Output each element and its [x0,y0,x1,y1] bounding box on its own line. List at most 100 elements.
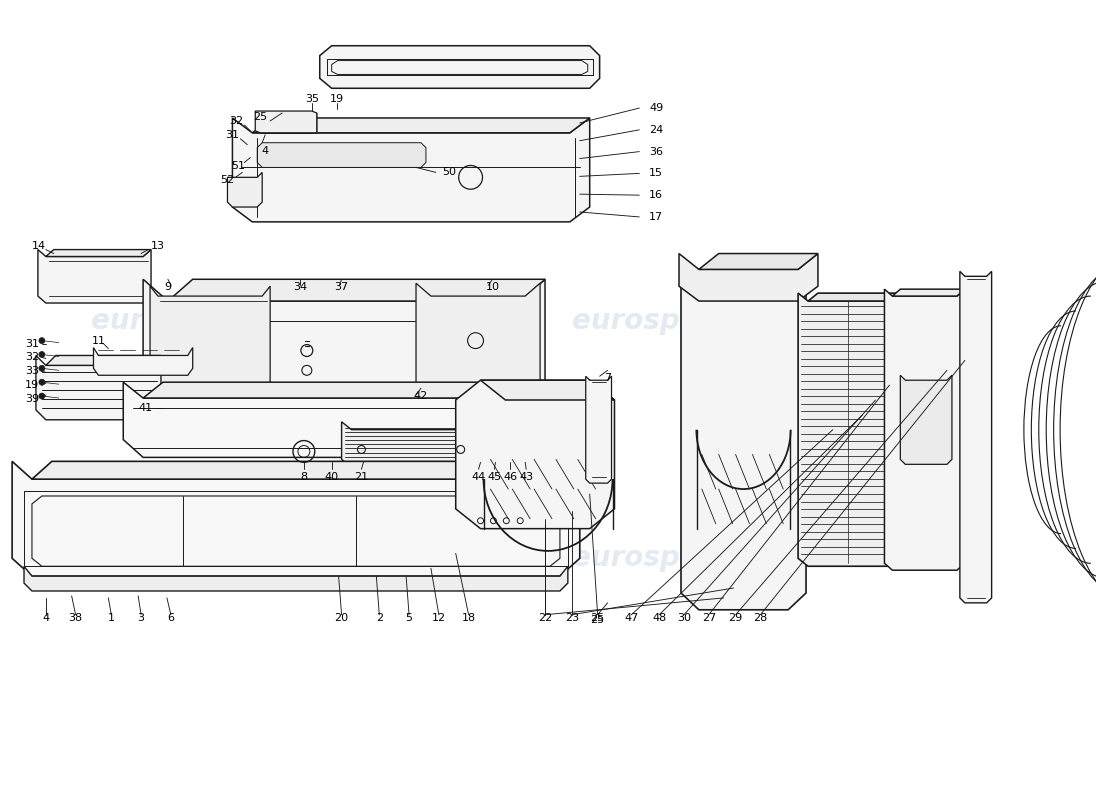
Text: 25: 25 [591,613,605,622]
Polygon shape [228,172,262,207]
Polygon shape [261,113,317,133]
Polygon shape [257,142,426,167]
Text: 7: 7 [604,374,612,383]
Polygon shape [46,355,161,366]
Text: 47: 47 [625,613,638,622]
Text: 52: 52 [220,175,234,186]
Text: 19: 19 [25,380,39,390]
Text: 15: 15 [649,168,663,178]
Text: 2: 2 [376,613,383,622]
Text: 39: 39 [25,394,39,404]
Text: 25: 25 [253,112,267,122]
Polygon shape [481,380,615,400]
Text: 29: 29 [728,613,743,622]
Circle shape [39,379,45,385]
Polygon shape [36,355,161,420]
Polygon shape [32,462,580,479]
Polygon shape [960,271,991,603]
Text: 12: 12 [432,613,446,622]
Polygon shape [123,382,560,458]
Text: 17: 17 [649,212,663,222]
Polygon shape [900,375,952,464]
Circle shape [39,338,45,343]
Polygon shape [12,462,580,576]
Text: 46: 46 [503,472,517,482]
Polygon shape [150,286,271,398]
Polygon shape [24,566,568,591]
Text: 36: 36 [649,146,663,157]
Polygon shape [168,279,544,301]
Text: eurospares: eurospares [572,544,747,572]
Polygon shape [698,270,806,282]
Text: 13: 13 [151,241,165,250]
Polygon shape [94,347,192,375]
Text: 1: 1 [108,613,114,622]
Text: 37: 37 [334,282,349,292]
Text: 44: 44 [472,472,486,482]
Text: 18: 18 [462,613,475,622]
Text: 45: 45 [487,472,502,482]
Polygon shape [884,289,965,570]
Polygon shape [46,250,151,257]
Polygon shape [698,254,818,270]
Text: 4: 4 [42,613,50,622]
Text: 43: 43 [519,472,534,482]
Text: 32: 32 [25,353,39,362]
Polygon shape [143,382,560,398]
Polygon shape [143,279,544,402]
Text: eurospares: eurospares [572,307,747,335]
Text: 30: 30 [676,613,691,622]
Polygon shape [416,283,540,395]
Circle shape [39,393,45,399]
Polygon shape [255,111,317,133]
Text: 48: 48 [652,613,667,622]
Circle shape [39,351,45,358]
Text: 23: 23 [564,613,579,622]
Text: 27: 27 [702,613,716,622]
Text: 28: 28 [754,613,768,622]
Text: eurospares: eurospares [91,544,267,572]
Polygon shape [37,250,151,303]
Text: 38: 38 [68,613,82,622]
Text: 51: 51 [231,162,245,171]
Text: 31: 31 [25,338,39,349]
Text: 5: 5 [406,613,412,622]
Text: 31: 31 [226,130,240,140]
Text: 25: 25 [591,614,605,625]
Text: 32: 32 [229,116,243,126]
Polygon shape [342,422,481,467]
Text: 22: 22 [538,613,552,622]
Polygon shape [808,293,898,301]
Polygon shape [681,270,806,610]
Text: 34: 34 [293,282,307,292]
Text: 40: 40 [324,472,339,482]
Polygon shape [232,118,590,222]
Polygon shape [679,254,818,301]
Text: 49: 49 [649,103,663,113]
Polygon shape [585,376,612,483]
Text: 42: 42 [414,391,428,401]
Text: 33: 33 [25,366,39,376]
Text: 8: 8 [300,472,307,482]
Text: 6: 6 [167,613,175,622]
Polygon shape [252,118,590,133]
Text: 19: 19 [330,94,343,104]
Text: 24: 24 [649,125,663,135]
Text: 16: 16 [649,190,663,200]
Text: eurospares: eurospares [91,307,267,335]
Circle shape [39,366,45,371]
Text: 21: 21 [354,472,368,482]
Text: 11: 11 [91,336,106,346]
Text: 3: 3 [138,613,144,622]
Text: 4: 4 [262,146,268,156]
Polygon shape [892,289,965,296]
Text: 50: 50 [442,167,455,178]
Polygon shape [320,46,600,88]
Text: 10: 10 [485,282,499,292]
Text: 14: 14 [32,241,46,250]
Polygon shape [455,380,615,529]
Polygon shape [799,293,898,566]
Text: 9: 9 [164,282,172,292]
Text: 20: 20 [334,613,349,622]
Text: 35: 35 [305,94,319,104]
